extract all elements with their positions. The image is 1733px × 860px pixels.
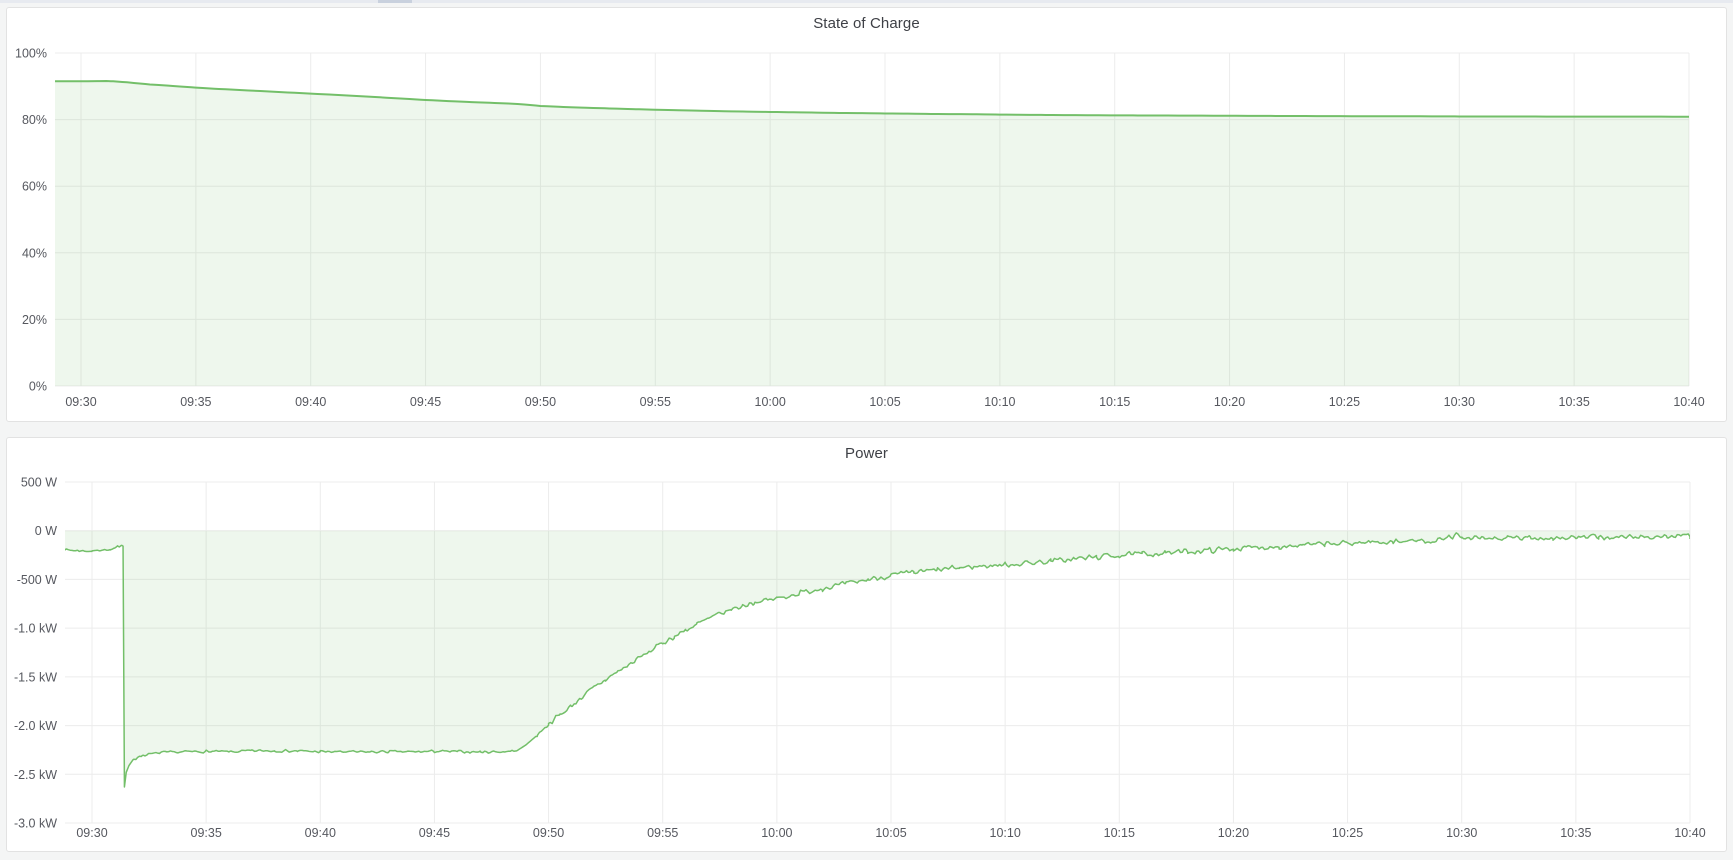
svg-text:09:40: 09:40 [305, 826, 336, 840]
viewport-top-strip-segment [378, 0, 412, 3]
grid [55, 52, 1690, 387]
svg-text:-500 W: -500 W [17, 573, 57, 587]
svg-text:09:45: 09:45 [410, 395, 441, 409]
svg-text:10:05: 10:05 [875, 826, 906, 840]
svg-text:10:35: 10:35 [1559, 395, 1590, 409]
svg-text:0 W: 0 W [35, 524, 57, 538]
svg-text:10:15: 10:15 [1104, 826, 1135, 840]
svg-text:09:55: 09:55 [647, 826, 678, 840]
svg-text:09:30: 09:30 [65, 395, 96, 409]
svg-text:09:35: 09:35 [180, 395, 211, 409]
svg-text:10:35: 10:35 [1560, 826, 1591, 840]
svg-text:09:35: 09:35 [191, 826, 222, 840]
panel-title-state-of-charge: State of Charge [813, 15, 920, 32]
series-line [65, 532, 1690, 788]
series-power [65, 530, 1690, 788]
state-of-charge-chart-canvas[interactable]: 100% 80% 60% 40% 20% 0% 09:30 09:35 09:40 09:45 09… [7, 8, 1726, 421]
svg-text:500 W: 500 W [21, 476, 57, 490]
svg-text:09:50: 09:50 [533, 826, 564, 840]
series-area [55, 80, 1689, 386]
viewport-top-strip [0, 0, 1733, 3]
svg-text:20%: 20% [22, 313, 47, 327]
svg-text:10:00: 10:00 [761, 826, 792, 840]
svg-text:-2.5 kW: -2.5 kW [14, 768, 57, 782]
series-area [65, 530, 1690, 787]
svg-text:10:15: 10:15 [1099, 395, 1130, 409]
svg-text:09:45: 09:45 [419, 826, 450, 840]
svg-text:09:40: 09:40 [295, 395, 326, 409]
x-tick-labels: 09:30 09:35 09:40 09:45 09:50 09:55 10:00 10:05… [76, 826, 1705, 840]
svg-text:09:50: 09:50 [525, 395, 556, 409]
grid [65, 481, 1691, 824]
series-line [55, 79, 1689, 118]
svg-text:10:10: 10:10 [984, 395, 1015, 409]
svg-text:0%: 0% [29, 380, 47, 394]
svg-text:-2.0 kW: -2.0 kW [14, 719, 57, 733]
svg-text:100%: 100% [15, 47, 47, 61]
svg-text:10:30: 10:30 [1444, 395, 1475, 409]
svg-text:09:55: 09:55 [640, 395, 671, 409]
svg-text:10:30: 10:30 [1446, 826, 1477, 840]
x-tick-labels: 09:30 09:35 09:40 09:45 09:50 09:55 10:00 10:05… [65, 395, 1704, 409]
svg-text:10:05: 10:05 [869, 395, 900, 409]
svg-text:10:40: 10:40 [1673, 395, 1704, 409]
y-tick-labels: 500 W 0 W -500 W -1.0 kW -1.5 kW -2.0 kW -2.5 … [14, 476, 57, 831]
svg-text:40%: 40% [22, 246, 47, 260]
panel-state-of-charge: State of Charge 100% 80% 60% 40% 20% 0% 09:30 0… [6, 7, 1727, 422]
svg-text:10:20: 10:20 [1214, 395, 1245, 409]
svg-text:10:10: 10:10 [990, 826, 1021, 840]
power-chart-svg: 500 W 0 W -500 W -1.0 kW -1.5 kW -2.0 kW -2.5 … [14, 476, 1706, 841]
svg-text:-3.0 kW: -3.0 kW [14, 817, 57, 831]
y-tick-labels: 100% 80% 60% 40% 20% 0% [15, 47, 47, 394]
series-soc [55, 79, 1689, 386]
svg-text:09:30: 09:30 [76, 826, 107, 840]
svg-text:10:40: 10:40 [1674, 826, 1705, 840]
svg-text:10:25: 10:25 [1329, 395, 1360, 409]
power-chart-canvas[interactable]: 500 W 0 W -500 W -1.0 kW -1.5 kW -2.0 kW -2.5 … [7, 438, 1726, 851]
soc-chart-svg: 100%80%60%40%20%0%09:30 09:35 09:40 09:45 09… [15, 47, 1705, 410]
svg-text:-1.0 kW: -1.0 kW [14, 622, 57, 636]
svg-text:60%: 60% [22, 180, 47, 194]
panel-title-power: Power [844, 445, 889, 462]
svg-text:10:00: 10:00 [755, 395, 786, 409]
svg-text:10:25: 10:25 [1332, 826, 1363, 840]
svg-text:-1.5 kW: -1.5 kW [14, 670, 57, 684]
panel-power: Power 500 W 0 W -500 W -1.0 kW -1.5 kW -2.0 k… [6, 437, 1727, 852]
svg-text:10:20: 10:20 [1218, 826, 1249, 840]
svg-text:80%: 80% [22, 113, 47, 127]
